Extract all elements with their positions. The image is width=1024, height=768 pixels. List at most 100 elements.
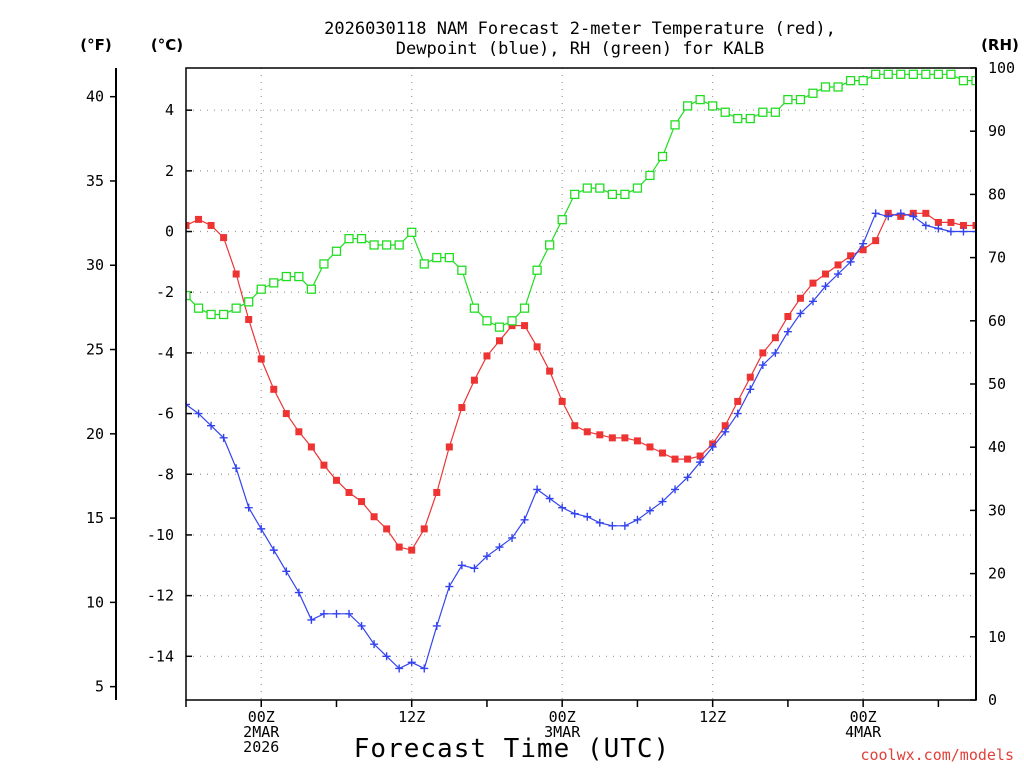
rh-tick-label: 10 [988,628,1006,646]
x-tick-label: 3MAR [544,723,581,741]
rh-point [946,69,956,79]
temperature-point [533,343,541,351]
rh-tick-label: 50 [988,375,1006,393]
rh-tick-label: 20 [988,565,1006,583]
temperature-point [872,237,880,245]
dewpoint-point [633,515,642,524]
temperature-point [621,434,629,442]
rh-point [708,101,718,111]
temperature-point [684,455,692,463]
temperature-point [734,397,742,405]
rh-point [921,69,931,79]
temperature-point [270,385,278,393]
dewpoint-point [470,564,479,573]
temperature-point [195,215,203,223]
fahrenheit-tick-label: 30 [86,256,104,274]
temperature-point [332,476,340,484]
dewpoint-point [420,664,429,673]
x-tick-label: 4MAR [845,723,882,741]
rh-tick-label: 70 [988,249,1006,267]
dewpoint-point [884,212,893,221]
dewpoint-point [896,209,905,218]
dewpoint-point [294,588,303,597]
temperature-point [495,337,503,345]
fahrenheit-tick-label: 40 [86,88,104,106]
temperature-point [320,461,328,469]
dewpoint-point [445,582,454,591]
temperature-point [345,488,353,496]
rh-point [545,240,555,250]
rh-point [369,240,379,250]
dewpoint-point [696,458,705,467]
rh-point [896,69,906,79]
dewpoint-point [783,327,792,336]
temperature-point [646,443,654,451]
celsius-tick-label: -4 [156,344,174,362]
dewpoint-point [909,212,918,221]
rh-point [407,227,417,237]
dewpoint-point [683,473,692,482]
dewpoint-point [608,521,617,530]
x-tick-label: 2MAR [243,723,280,741]
rh-point [657,151,668,162]
dewpoint-point [432,621,441,630]
fahrenheit-tick-label: 25 [86,341,104,359]
dewpoint-point [545,494,554,503]
dewpoint-point [595,518,604,527]
dewpoint-point [370,640,379,649]
rh-point [193,303,204,313]
temperature-point [721,422,729,430]
celsius-tick-label: -10 [147,526,174,544]
dewpoint-point [395,664,404,673]
rh-point [519,303,530,313]
temperature-point [383,525,391,533]
rh-point [356,233,367,244]
dewpoint-point [244,503,253,512]
dewpoint-point [508,533,517,542]
x-tick-label: 00Z [549,708,576,726]
rh-point [795,94,806,105]
temperature-point [207,221,215,229]
rh-point [469,303,480,313]
rh-point [432,252,442,263]
x-tick-label: 00Z [850,708,877,726]
celsius-tick-label: -12 [147,587,174,605]
rh-point [908,69,918,79]
rh-point [808,88,818,98]
rh-point [745,113,755,124]
temperature-point [596,431,604,439]
celsius-tick-label: 2 [165,162,174,180]
series-dewpoint [186,209,976,673]
dewpoint-point [746,385,755,394]
rh-point [770,107,781,117]
dewpoint-point [821,282,830,291]
dewpoint-point [671,485,680,494]
celsius-tick-label: 4 [165,101,174,119]
dewpoint-point [733,409,742,418]
rh-point [758,107,768,117]
temperature-point [358,498,366,506]
temperature-point [395,543,403,551]
temperature-point [796,294,804,302]
temperature-point [433,488,441,496]
rh-tick-label: 30 [988,501,1006,519]
temperature-point [186,221,190,229]
fahrenheit-tick-label: 20 [86,425,104,443]
temperature-point [483,352,491,360]
fahrenheit-axis: 40 35 30 25 20 15 10 5 [86,68,117,700]
temperature-point [746,373,754,381]
rh-point [570,189,580,200]
fahrenheit-tick-label: 15 [86,509,104,527]
temperature-point [633,437,641,445]
credit-text: coolwx.com/models [860,746,1014,764]
temperature-point [370,513,378,521]
rh-tick-label: 80 [988,185,1006,203]
rh-point [482,316,492,326]
dewpoint-point [558,503,567,512]
rh-point [620,189,630,200]
dewpoint-point [307,615,316,624]
temperature-point [245,316,253,324]
temperature-point [859,246,867,254]
temperature-point [220,234,228,242]
